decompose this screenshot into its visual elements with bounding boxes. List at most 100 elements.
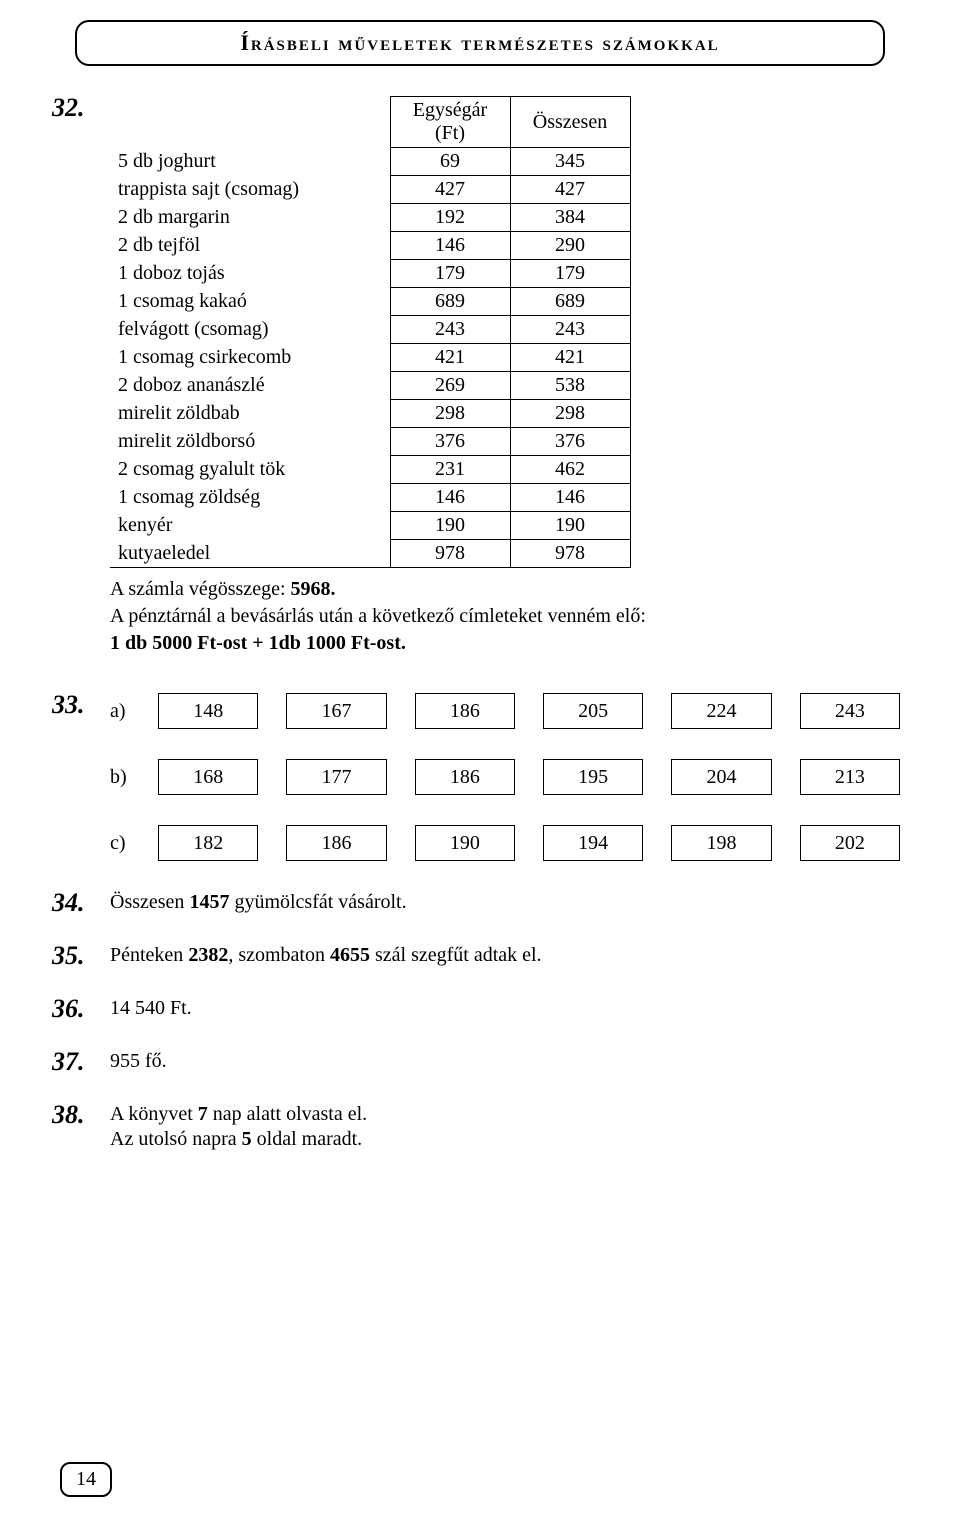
- exercise-number: 37.: [52, 1047, 85, 1077]
- item-total: 345: [510, 148, 630, 176]
- item-label: felvágott (csomag): [110, 316, 390, 344]
- item-price: 421: [390, 344, 510, 372]
- exercise-number: 33.: [52, 690, 85, 720]
- item-price: 146: [390, 232, 510, 260]
- sequence-row-a: a) 148 167 186 205 224 243: [110, 693, 900, 729]
- item-price: 243: [390, 316, 510, 344]
- sequence-row-b: b) 168 177 186 195 204 213: [110, 759, 900, 795]
- item-label: trappista sajt (csomag): [110, 176, 390, 204]
- item-label: 2 csomag gyalult tök: [110, 456, 390, 484]
- seq-value: 198: [671, 825, 771, 861]
- item-price: 190: [390, 512, 510, 540]
- text-bold: 2382: [188, 944, 228, 966]
- exercise-35: 35. Pénteken 2382, szombaton 4655 szál s…: [60, 944, 900, 967]
- text-part: oldal maradt.: [252, 1128, 363, 1150]
- table-row: 1 csomag csirkecomb421421: [110, 344, 630, 372]
- item-price: 192: [390, 204, 510, 232]
- item-price: 298: [390, 400, 510, 428]
- seq-value: 224: [671, 693, 771, 729]
- seq-value: 182: [158, 825, 258, 861]
- table-corner: [110, 97, 390, 148]
- exercise-36: 36. 14 540 Ft.: [60, 997, 900, 1020]
- text-part: , szombaton: [228, 944, 330, 966]
- summary-line3: 1 db 5000 Ft-ost + 1db 1000 Ft-ost.: [110, 632, 406, 654]
- table-row: 1 csomag kakaó689689: [110, 288, 630, 316]
- item-label: mirelit zöldbab: [110, 400, 390, 428]
- item-label: 2 db tejföl: [110, 232, 390, 260]
- seq-value: 167: [286, 693, 386, 729]
- item-price: 69: [390, 148, 510, 176]
- table-row: 2 db margarin192384: [110, 204, 630, 232]
- table-row: felvágott (csomag)243243: [110, 316, 630, 344]
- summary-total: 5968.: [291, 578, 336, 600]
- summary-block: A számla végösszege: 5968. A pénztárnál …: [110, 576, 900, 657]
- item-total: 384: [510, 204, 630, 232]
- text-part: nap alatt olvasta el.: [208, 1103, 367, 1125]
- item-total: 427: [510, 176, 630, 204]
- col-header-total: Összesen: [510, 97, 630, 148]
- seq-value: 213: [800, 759, 900, 795]
- table-row: kenyér190190: [110, 512, 630, 540]
- text-suffix: gyümölcsfát vásárolt.: [229, 891, 406, 913]
- exercise-number: 38.: [52, 1100, 85, 1130]
- seq-value: 186: [286, 825, 386, 861]
- seq-value: 243: [800, 693, 900, 729]
- item-total: 689: [510, 288, 630, 316]
- seq-value: 168: [158, 759, 258, 795]
- table-row: 2 csomag gyalult tök231462: [110, 456, 630, 484]
- table-row: trappista sajt (csomag)427427: [110, 176, 630, 204]
- seq-value: 202: [800, 825, 900, 861]
- item-total: 179: [510, 260, 630, 288]
- item-total: 376: [510, 428, 630, 456]
- table-row: kutyaeledel978978: [110, 540, 630, 568]
- table-row: 1 csomag zöldség146146: [110, 484, 630, 512]
- item-label: mirelit zöldborsó: [110, 428, 390, 456]
- text-prefix: Összesen: [110, 891, 189, 913]
- item-price: 231: [390, 456, 510, 484]
- page-number: 14: [60, 1462, 112, 1497]
- exercise-38: 38. A könyvet 7 nap alatt olvasta el. Az…: [60, 1103, 900, 1151]
- item-price: 146: [390, 484, 510, 512]
- seq-value: 194: [543, 825, 643, 861]
- table-row: 5 db joghurt69345: [110, 148, 630, 176]
- item-total: 462: [510, 456, 630, 484]
- exercise-33: 33. a) 148 167 186 205 224 243 b) 168 17…: [60, 693, 900, 861]
- answer-text: 955 fő.: [110, 1050, 900, 1073]
- text-bold: 5: [242, 1128, 252, 1150]
- seq-value: 195: [543, 759, 643, 795]
- seq-value: 190: [415, 825, 515, 861]
- seq-value: 186: [415, 759, 515, 795]
- table-header-row: Egységár (Ft) Összesen: [110, 97, 630, 148]
- exercise-number: 36.: [52, 994, 85, 1024]
- text-part: szál szegfűt adtak el.: [370, 944, 542, 966]
- text-bold: 7: [198, 1103, 208, 1125]
- text-part: Pénteken: [110, 944, 188, 966]
- seq-value: 177: [286, 759, 386, 795]
- answer-text: 14 540 Ft.: [110, 997, 900, 1020]
- seq-value: 205: [543, 693, 643, 729]
- item-price: 689: [390, 288, 510, 316]
- table-row: 2 doboz ananászlé269538: [110, 372, 630, 400]
- item-label: 1 doboz tojás: [110, 260, 390, 288]
- item-total: 298: [510, 400, 630, 428]
- table-row: 2 db tejföl146290: [110, 232, 630, 260]
- item-total: 243: [510, 316, 630, 344]
- col-header-unitprice: Egységár (Ft): [390, 97, 510, 148]
- sequence-row-c: c) 182 186 190 194 198 202: [110, 825, 900, 861]
- seq-value: 186: [415, 693, 515, 729]
- chapter-header: Írásbeli műveletek természetes számokkal: [75, 20, 885, 66]
- item-price: 179: [390, 260, 510, 288]
- summary-line2: A pénztárnál a bevásárlás után a követke…: [110, 605, 646, 627]
- table-row: mirelit zöldbab298298: [110, 400, 630, 428]
- table-row: mirelit zöldborsó376376: [110, 428, 630, 456]
- item-label: 5 db joghurt: [110, 148, 390, 176]
- exercise-34: 34. Összesen 1457 gyümölcsfát vásárolt.: [60, 891, 900, 914]
- chapter-title: Írásbeli műveletek természetes számokkal: [97, 30, 863, 56]
- seq-label: a): [110, 700, 130, 723]
- item-label: kutyaeledel: [110, 540, 390, 568]
- text-part: A könyvet: [110, 1103, 198, 1125]
- exercise-number: 32.: [52, 93, 85, 123]
- seq-label: c): [110, 832, 130, 855]
- text-bold: 1457: [189, 891, 229, 913]
- item-price: 427: [390, 176, 510, 204]
